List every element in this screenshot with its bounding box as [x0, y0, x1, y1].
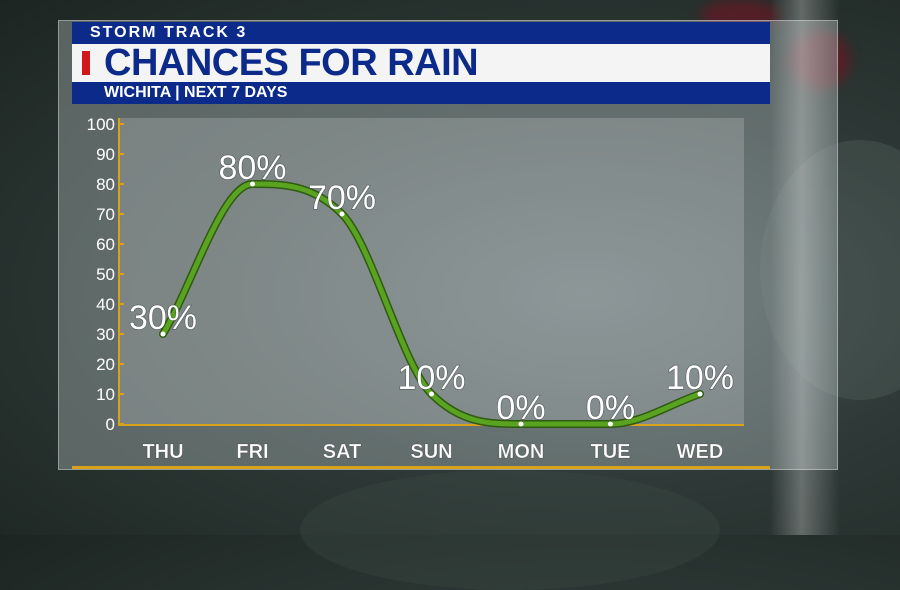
y-tick-label: 20: [96, 355, 115, 374]
y-tick-label: 0: [106, 415, 115, 434]
data-point: [250, 181, 255, 187]
y-tick-label: 50: [96, 265, 115, 284]
background-flower-2: [790, 30, 850, 90]
plot-area: [118, 118, 744, 426]
x-tick-label: TUE: [591, 441, 631, 463]
data-label: 10%: [397, 359, 465, 397]
data-label: 10%: [666, 359, 734, 397]
rain-chance-chart: 0 10 20 30 40 50 60 70 80 90 100 THU FRI SAT SUN MON TU…: [87, 115, 744, 464]
data-label: 0%: [586, 389, 635, 427]
brand-label: STORM TRACK 3: [90, 24, 248, 41]
x-tick-label: WED: [677, 441, 724, 463]
y-tick-label: 10: [96, 385, 115, 404]
data-point: [339, 211, 345, 217]
title-accent-marker: [82, 51, 90, 75]
y-tick-label: 100: [87, 115, 115, 134]
x-tick-label: THU: [142, 441, 183, 463]
y-tick-label: 60: [96, 235, 115, 254]
x-tick-label: SAT: [323, 441, 362, 463]
base-line: [72, 466, 770, 469]
series-line: [160, 181, 703, 427]
page-title: CHANCES FOR RAIN: [104, 42, 479, 84]
title-bar: CHANCES FOR RAIN: [72, 44, 770, 82]
data-point: [429, 391, 434, 397]
data-point: [518, 421, 524, 427]
data-label: 70%: [308, 179, 376, 217]
y-tick-label: 30: [96, 325, 115, 344]
x-tick-label: SUN: [410, 441, 452, 463]
data-point: [608, 421, 613, 427]
x-tick-label: MON: [498, 441, 545, 463]
light-glare: [770, 0, 840, 535]
data-point: [160, 331, 166, 337]
subtitle-bar: WICHITA | NEXT 7 DAYS: [72, 82, 770, 104]
y-tick-label: 40: [96, 295, 115, 314]
brand-bar: STORM TRACK 3: [72, 22, 770, 44]
y-tick-label: 90: [96, 145, 115, 164]
data-label: 80%: [218, 149, 286, 187]
subtitle: WICHITA | NEXT 7 DAYS: [104, 84, 288, 101]
data-point: [697, 391, 703, 397]
x-tick-label: FRI: [236, 441, 268, 463]
data-label: 0%: [496, 389, 545, 427]
y-tick-label: 70: [96, 205, 115, 224]
y-tick-label: 80: [96, 175, 115, 194]
data-label: 30%: [129, 299, 197, 337]
